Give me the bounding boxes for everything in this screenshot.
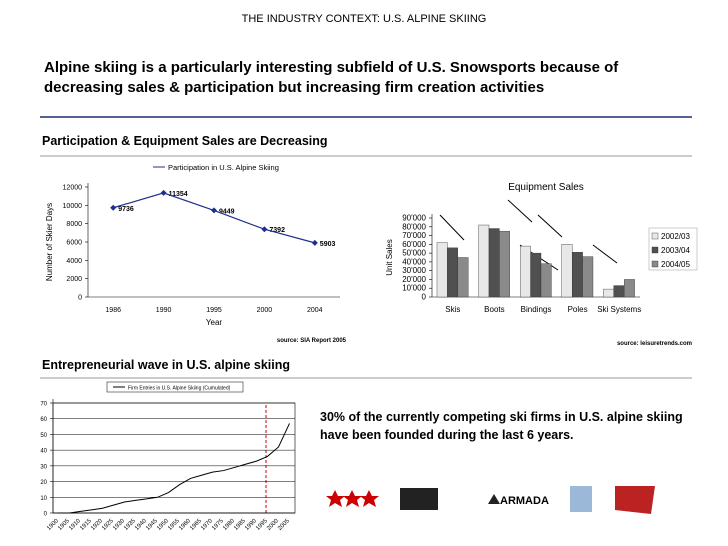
legend-label: 2004/05: [661, 260, 690, 269]
y-tick-label: 50'000: [402, 249, 426, 258]
legend-swatch: [651, 246, 659, 254]
y-tick-label: 0: [44, 512, 48, 518]
source: source: leisuretrends.com: [617, 341, 692, 347]
headline: Alpine skiing is a particularly interest…: [44, 59, 619, 96]
y-axis-label: Number of Skier Days: [45, 203, 54, 281]
bar: [499, 230, 510, 298]
plot-frame: [52, 402, 296, 514]
logos: ARMADA: [326, 486, 655, 514]
legend-swatch: [651, 232, 659, 240]
y-tick-label: 60: [40, 417, 47, 423]
value-label: 11354: [169, 191, 188, 198]
logo-4frnt: [615, 486, 655, 514]
chart-title: Equipment Sales: [508, 182, 584, 193]
legend-label: 2003/04: [661, 246, 690, 255]
legend-label: Firm Entries in U.S. Alpine Skiing (Cumu…: [128, 386, 231, 392]
y-tick-label: 40: [40, 449, 47, 455]
value-label: 9736: [118, 206, 134, 213]
y-tick-label: 20: [40, 480, 47, 486]
y-tick-label: 70'000: [402, 231, 426, 240]
logo-star: [326, 490, 345, 507]
legend-swatch: [651, 260, 659, 268]
y-tick-label: 10: [40, 496, 47, 502]
x-tick-label: 1986: [105, 307, 121, 314]
section-title: Participation & Equipment Sales are Decr…: [42, 134, 328, 148]
y-tick-label: 8000: [66, 221, 82, 228]
y-tick-label: 20'000: [402, 275, 426, 284]
bar: [561, 244, 573, 298]
value-label: 5903: [320, 241, 336, 248]
y-tick-label: 50: [40, 433, 47, 439]
legend-box: [106, 381, 244, 393]
bar: [478, 224, 490, 298]
value-label: 9449: [219, 208, 235, 215]
value-label: 7392: [269, 227, 285, 234]
x-tick-label: 2000: [257, 307, 273, 314]
x-tick-label: Boots: [484, 305, 504, 314]
bar: [436, 242, 448, 298]
x-tick-label: 2005: [277, 518, 291, 532]
y-tick-label: 10'000: [402, 284, 426, 293]
x-tick-label: 2004: [307, 307, 323, 314]
y-tick-label: 30: [40, 464, 47, 470]
logo-line: [400, 488, 438, 510]
y-tick-label: 90'000: [402, 214, 426, 223]
headline-box: Alpine skiing is a particularly interest…: [44, 59, 619, 96]
x-tick-label: Ski Systems: [597, 305, 641, 314]
bar: [582, 256, 594, 298]
y-tick-label: 4000: [66, 258, 82, 265]
bar: [571, 252, 583, 298]
section-title: Entrepreneurial wave in U.S. alpine skii…: [42, 358, 290, 372]
bar: [447, 247, 458, 298]
logo-photo: [570, 486, 592, 512]
header: THE INDUSTRY CONTEXT: U.S. ALPINE SKIING: [242, 13, 487, 25]
y-tick-label: 2000: [66, 276, 82, 283]
bar: [603, 288, 614, 298]
x-tick-label: 1990: [156, 307, 172, 314]
bar: [488, 228, 500, 298]
logo-star: [343, 490, 362, 507]
x-tick-label: Poles: [568, 305, 588, 314]
bar: [613, 285, 625, 298]
y-tick-label: 6000: [66, 240, 82, 247]
logo-mark: [488, 494, 500, 504]
x-tick-label: Skis: [445, 305, 460, 314]
legend-label: 2002/03: [661, 232, 690, 241]
logo-armada: ARMADA: [500, 495, 549, 507]
bar: [519, 245, 531, 298]
x-tick-label: 1995: [206, 307, 222, 314]
y-tick-label: 0: [422, 293, 427, 302]
bar: [530, 252, 542, 298]
bar: [457, 257, 469, 298]
legend-label: Participation in U.S. Alpine Skiing: [168, 163, 279, 172]
y-tick-label: 70: [40, 402, 47, 408]
y-axis-label: Unit Sales: [385, 239, 394, 275]
y-tick-label: 40'000: [402, 257, 426, 266]
finding-box: 30% of the currently competing ski firms…: [320, 410, 683, 442]
y-tick-label: 80'000: [402, 222, 426, 231]
y-tick-label: 10000: [63, 203, 83, 210]
finding: 30% of the currently competing ski firms…: [320, 410, 683, 442]
y-tick-label: 60'000: [402, 240, 426, 249]
x-axis-label: Year: [206, 318, 223, 327]
bar: [540, 263, 552, 298]
bar: [623, 279, 635, 298]
series-line: [58, 423, 290, 514]
y-tick-label: 30'000: [402, 266, 426, 275]
y-tick-label: 12000: [63, 185, 83, 192]
y-tick-label: 0: [78, 295, 82, 302]
legend-box: [648, 227, 698, 271]
x-tick-label: Bindings: [521, 305, 552, 314]
source: source: SIA Report 2005: [277, 338, 347, 344]
logo-star: [360, 490, 379, 507]
series-line: [113, 192, 315, 244]
